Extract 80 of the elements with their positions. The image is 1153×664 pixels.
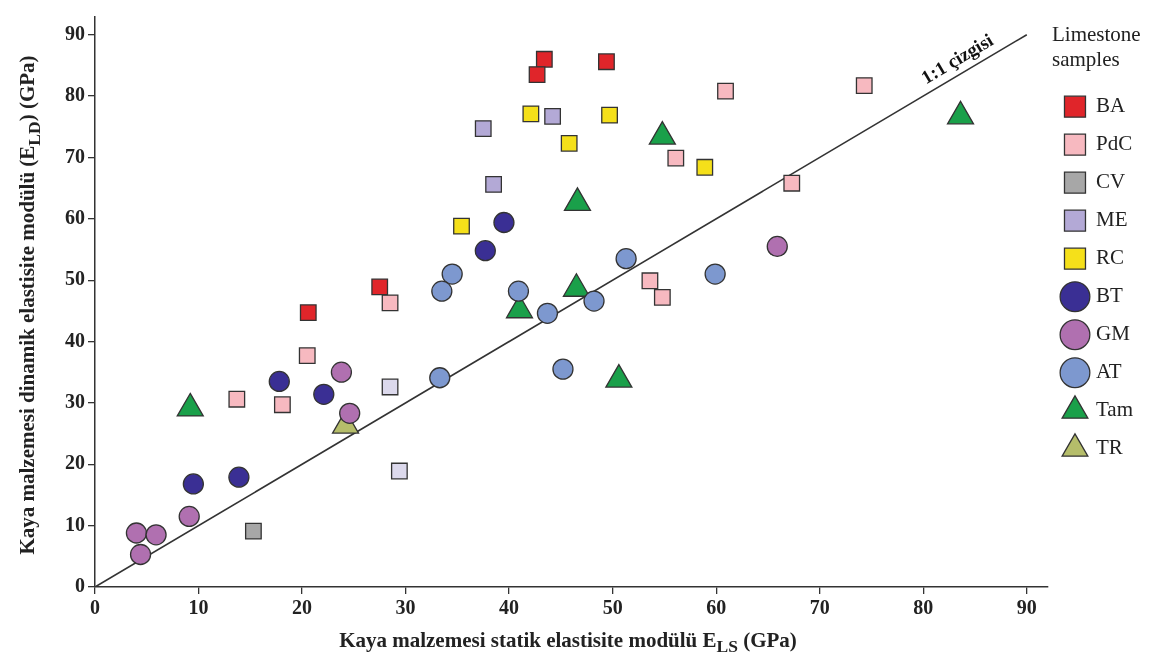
- legend-label: GM: [1095, 321, 1131, 346]
- point: [583, 290, 605, 312]
- x-tick-label: 30: [395, 596, 416, 619]
- x-tick-label: 80: [913, 596, 934, 619]
- point: [381, 294, 399, 312]
- y-tick-label: 90: [65, 21, 85, 44]
- point: [453, 217, 470, 235]
- point: [441, 263, 463, 285]
- x-tick-label: 10: [188, 596, 209, 619]
- point: [273, 396, 291, 414]
- point: [145, 524, 167, 546]
- point: [696, 158, 714, 176]
- point: [535, 50, 553, 68]
- point: [125, 522, 148, 544]
- legend-title: Limestone samples: [1052, 22, 1142, 72]
- point: [552, 358, 574, 380]
- x-tick-label: 50: [602, 596, 623, 619]
- legend-label: CV: [1095, 169, 1126, 194]
- y-tick-label: 0: [75, 574, 85, 597]
- point: [244, 522, 262, 540]
- x-tick-label: 60: [706, 596, 727, 619]
- legend-label: TR: [1095, 435, 1123, 460]
- legend-label: AT: [1095, 359, 1122, 384]
- point: [544, 107, 562, 125]
- point: [601, 106, 618, 124]
- point: [431, 280, 453, 302]
- legend-label: RC: [1095, 245, 1124, 270]
- x-tick-label: 0: [90, 596, 100, 619]
- point: [390, 462, 408, 480]
- point: [717, 82, 734, 100]
- point: [313, 383, 335, 405]
- point: [704, 263, 726, 285]
- point: [536, 302, 559, 324]
- legend-label: ME: [1095, 207, 1128, 232]
- x-tick-label: 70: [809, 596, 830, 619]
- y-tick-label: 50: [65, 267, 85, 290]
- point: [653, 288, 671, 306]
- point: [298, 347, 316, 365]
- y-tick-label: 20: [65, 451, 85, 474]
- point: [228, 466, 250, 488]
- y-tick-label: 40: [65, 328, 85, 351]
- point: [129, 543, 152, 566]
- legend-label: BA: [1095, 93, 1126, 118]
- point: [522, 105, 540, 123]
- point: [178, 505, 200, 528]
- legend-label: Tam: [1095, 397, 1134, 422]
- point: [507, 280, 530, 302]
- point: [268, 370, 290, 393]
- point: [381, 378, 399, 396]
- x-tick-label: 90: [1016, 596, 1037, 619]
- point: [339, 402, 361, 424]
- y-tick-label: 80: [65, 83, 85, 106]
- point: [855, 77, 873, 95]
- point: [485, 176, 503, 193]
- point: [474, 240, 496, 262]
- point: [371, 278, 389, 296]
- y-tick-label: 70: [65, 144, 85, 167]
- point: [598, 53, 615, 71]
- point: [560, 134, 578, 152]
- legend-label: PdC: [1095, 131, 1133, 156]
- legend-label: BT: [1095, 283, 1123, 308]
- x-tick-label: 20: [292, 596, 313, 619]
- point: [615, 248, 637, 270]
- point: [667, 149, 685, 167]
- point: [493, 211, 515, 234]
- point: [766, 235, 788, 258]
- y-tick-label: 30: [65, 390, 85, 413]
- point: [182, 473, 204, 495]
- point: [330, 361, 353, 383]
- point: [528, 66, 546, 84]
- point: [228, 390, 246, 408]
- y-tick-label: 60: [65, 205, 85, 228]
- x-tick-label: 40: [499, 596, 520, 619]
- x-axis-title: Kaya malzemesi statik elastisite modülü E$_{LS}$ (GPa): [338, 628, 798, 658]
- point: [299, 304, 317, 322]
- y-tick-label: 10: [65, 512, 85, 535]
- point: [474, 120, 492, 138]
- point: [641, 272, 659, 290]
- point: [429, 367, 451, 389]
- point: [783, 174, 801, 192]
